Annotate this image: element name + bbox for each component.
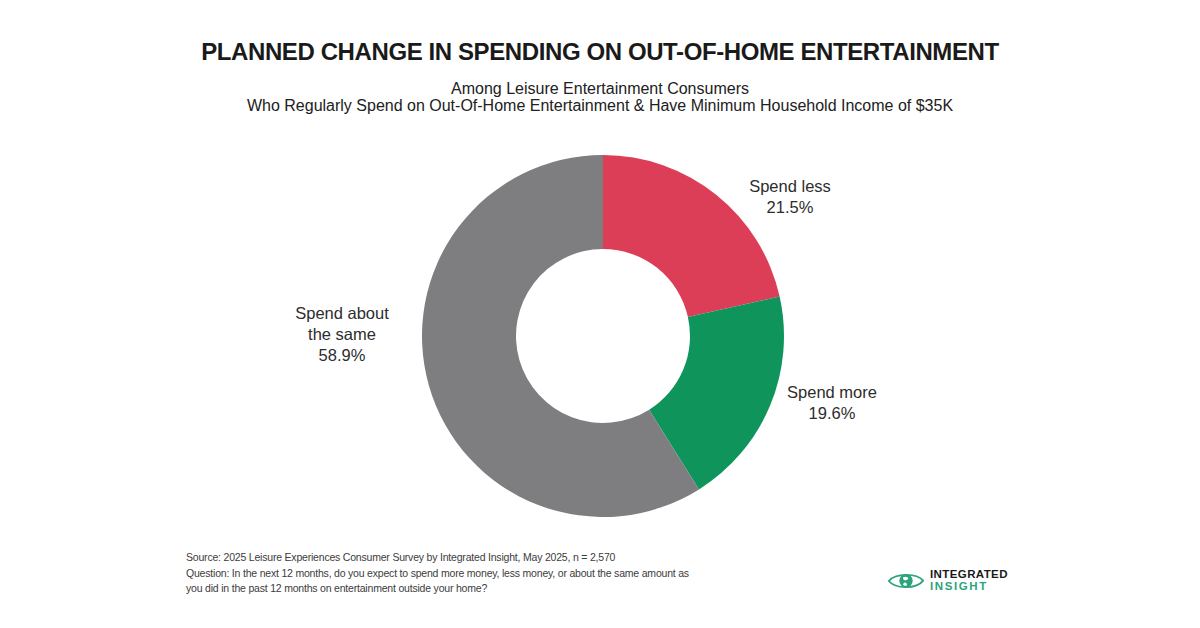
segment-label-spend-less-pct: 21.5% <box>690 197 890 218</box>
segment-label-spend-same-text-1: Spend about <box>242 303 442 324</box>
eye-globe-icon <box>888 569 924 593</box>
source-line-2: Question: In the next 12 months, do you … <box>186 566 689 582</box>
segment-label-spend-less-text: Spend less <box>690 176 890 197</box>
segment-label-spend-same: Spend about the same 58.9% <box>242 303 442 366</box>
segment-label-spend-more-text: Spend more <box>732 382 932 403</box>
integrated-insight-logo: INTEGRATED INSIGHT <box>888 566 1008 593</box>
logo-wordmark-line-1: INTEGRATED <box>930 568 1008 580</box>
segment-label-spend-more: Spend more 19.6% <box>732 382 932 424</box>
logo-wordmark: INTEGRATED INSIGHT <box>930 568 1008 592</box>
segment-label-spend-same-pct: 58.9% <box>242 345 442 366</box>
source-line-1: Source: 2025 Leisure Experiences Consume… <box>186 550 689 566</box>
source-note: Source: 2025 Leisure Experiences Consume… <box>186 550 689 597</box>
source-line-3: you did in the past 12 months on enterta… <box>186 581 689 597</box>
logo-wordmark-line-2: INSIGHT <box>930 580 1008 592</box>
segment-label-spend-less: Spend less 21.5% <box>690 176 890 218</box>
subtitle-line-1: Among Leisure Entertainment Consumers <box>0 80 1200 97</box>
infographic-canvas: PLANNED CHANGE IN SPENDING ON OUT-OF-HOM… <box>0 0 1200 628</box>
page-title: PLANNED CHANGE IN SPENDING ON OUT-OF-HOM… <box>0 38 1200 66</box>
subtitle-line-2: Who Regularly Spend on Out-Of-Home Enter… <box>0 97 1200 114</box>
chart-subtitle: Among Leisure Entertainment Consumers Wh… <box>0 80 1200 114</box>
segment-label-spend-more-pct: 19.6% <box>732 403 932 424</box>
segment-label-spend-same-text-2: the same <box>242 324 442 345</box>
